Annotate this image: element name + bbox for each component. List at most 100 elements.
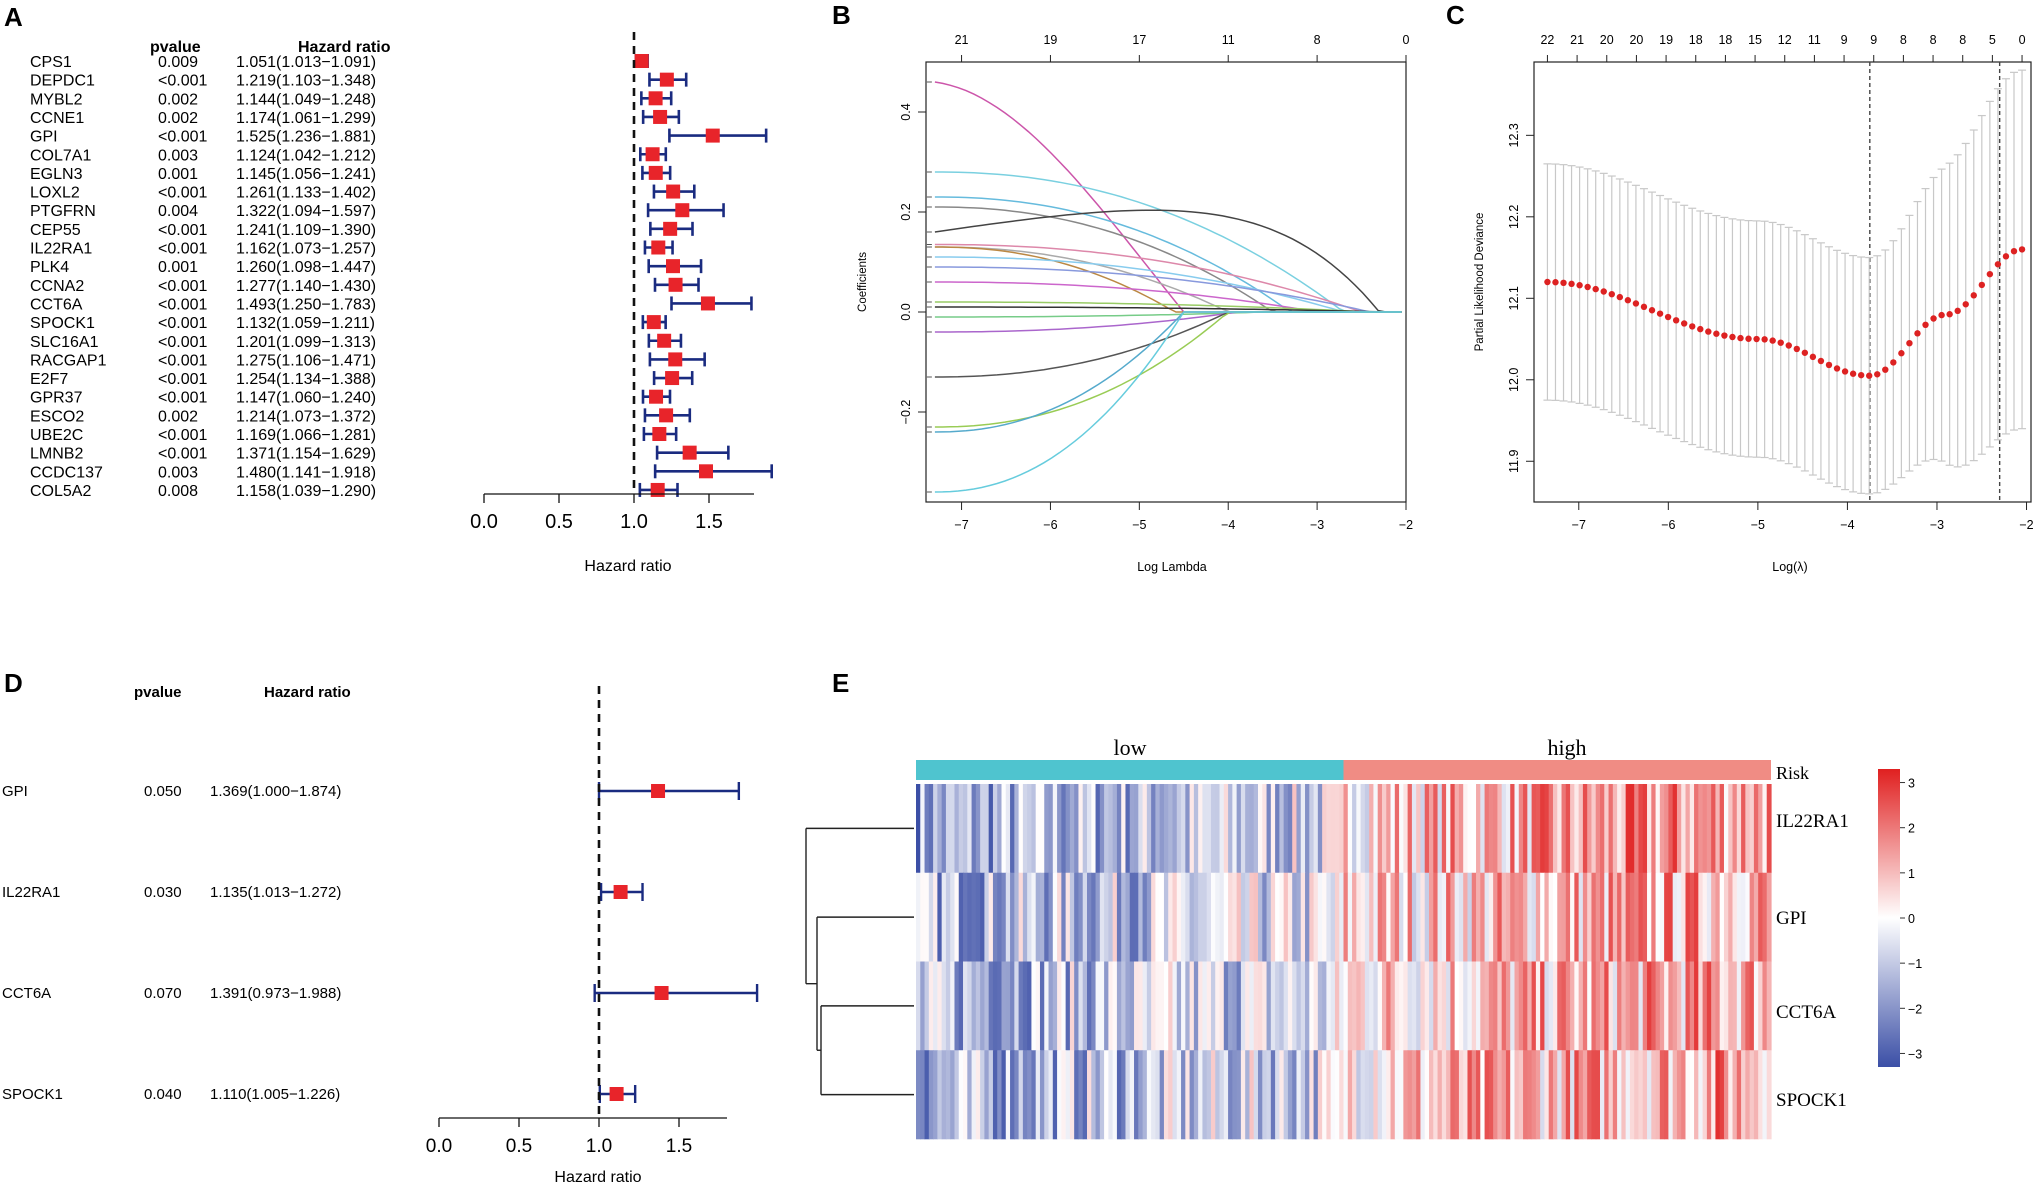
- e-cell-cct6a-144: [1527, 961, 1533, 1051]
- e-cell-cct6a-195: [1745, 961, 1751, 1051]
- e-cell-gpi-100: [1339, 872, 1345, 962]
- e-cell-gpi-2: [920, 872, 926, 962]
- e-cell-gpi-70: [1210, 872, 1216, 962]
- e-cell-cct6a-130: [1467, 961, 1473, 1051]
- e-cell-gpi-1: [916, 872, 921, 962]
- a-hr-mybl2: 1.144(1.049−1.248): [236, 91, 376, 108]
- e-cell-spock1-33: [1052, 1050, 1058, 1140]
- e-cell-cct6a-196: [1749, 961, 1755, 1051]
- e-cell-cct6a-26: [1022, 961, 1028, 1051]
- e-cell-cct6a-31: [1044, 961, 1050, 1051]
- e-cell-il22ra1-171: [1642, 784, 1648, 874]
- e-cell-cct6a-145: [1531, 961, 1537, 1051]
- e-cell-il22ra1-138: [1501, 784, 1507, 874]
- e-cell-cct6a-53: [1138, 961, 1144, 1051]
- a-point-il22ra1: [651, 240, 666, 255]
- b-coefficient-path-9: [934, 256, 1402, 313]
- e-cell-cct6a-1: [916, 961, 921, 1051]
- e-cell-spock1-172: [1647, 1050, 1652, 1140]
- b-x-tick-label-5: −5: [1132, 518, 1146, 532]
- e-cell-il22ra1-159: [1591, 784, 1597, 874]
- e-cell-il22ra1-175: [1659, 784, 1665, 874]
- e-cell-cct6a-8: [945, 961, 951, 1051]
- e-cell-il22ra1-148: [1544, 784, 1550, 874]
- e-cell-spock1-100: [1339, 1050, 1345, 1140]
- e-cell-il22ra1-117: [1411, 784, 1417, 874]
- a-gene-plk4: PLK4: [30, 259, 69, 276]
- e-cell-spock1-183: [1694, 1050, 1699, 1140]
- e-cell-il22ra1-189: [1719, 784, 1725, 874]
- e-cell-cct6a-183: [1694, 961, 1699, 1051]
- a-hr-cps1: 1.051(1.013−1.091): [236, 54, 376, 71]
- e-cell-spock1-71: [1215, 1050, 1221, 1140]
- e-cell-cct6a-164: [1612, 961, 1618, 1051]
- e-cell-gpi-98: [1330, 872, 1336, 962]
- c-deviance-point-30: [1777, 339, 1784, 346]
- a-pvalue-plk4: 0.001: [158, 259, 198, 276]
- e-cell-il22ra1-146: [1535, 784, 1541, 874]
- e-cell-gpi-103: [1352, 872, 1357, 962]
- e-cell-spock1-162: [1604, 1050, 1610, 1140]
- e-cell-spock1-79: [1249, 1050, 1255, 1140]
- e-cell-gpi-147: [1540, 872, 1546, 962]
- e-cell-cct6a-106: [1364, 961, 1370, 1051]
- e-cell-il22ra1-22: [1005, 784, 1011, 874]
- b-top-tick-label-0: 0: [1403, 33, 1410, 47]
- e-cell-gpi-181: [1685, 872, 1691, 962]
- e-cell-spock1-187: [1711, 1050, 1717, 1140]
- c-deviance-point-24: [1729, 333, 1736, 341]
- e-cell-cct6a-50: [1125, 961, 1131, 1051]
- e-cell-il22ra1-169: [1634, 784, 1640, 874]
- c-top-tick-label-16: 5: [1989, 33, 1996, 47]
- e-cell-gpi-187: [1711, 872, 1717, 962]
- e-cell-cct6a-171: [1642, 961, 1648, 1051]
- e-cell-spock1-122: [1433, 1050, 1439, 1140]
- a-gene-cps1: CPS1: [30, 54, 72, 71]
- e-cell-il22ra1-113: [1394, 784, 1400, 874]
- e-cell-spock1-31: [1044, 1050, 1050, 1140]
- a-gene-lmnb2: LMNB2: [30, 446, 83, 463]
- e-legend-tick-label-m2: −2: [1908, 1002, 1922, 1016]
- e-cell-cct6a-186: [1706, 961, 1712, 1051]
- e-cell-cct6a-42: [1091, 961, 1097, 1051]
- c-deviance-point-53: [1962, 301, 1969, 308]
- a-point-col7a1: [645, 147, 660, 162]
- e-cell-cct6a-139: [1505, 961, 1511, 1051]
- e-cell-il22ra1-118: [1416, 784, 1422, 874]
- e-cell-il22ra1-10: [954, 784, 960, 874]
- e-cell-il22ra1-123: [1437, 784, 1443, 874]
- c-y-axis-label: Partial Likelihood Deviance: [1474, 213, 1486, 352]
- e-cell-gpi-110: [1381, 872, 1387, 962]
- e-cell-il22ra1-164: [1612, 784, 1618, 874]
- e-cell-il22ra1-86: [1279, 784, 1285, 874]
- e-cell-il22ra1-184: [1698, 784, 1704, 874]
- e-cell-il22ra1-124: [1441, 784, 1447, 874]
- d-hr-cct6a: 1.391(0.973−1.988): [210, 985, 341, 1002]
- e-cell-gpi-148: [1544, 872, 1550, 962]
- e-cell-spock1-124: [1441, 1050, 1447, 1140]
- e-cell-il22ra1-25: [1018, 784, 1024, 874]
- e-cell-spock1-20: [997, 1050, 1003, 1140]
- e-cell-spock1-53: [1138, 1050, 1144, 1140]
- e-cell-il22ra1-59: [1163, 784, 1169, 874]
- e-cell-gpi-132: [1476, 872, 1481, 962]
- e-cell-il22ra1-69: [1206, 784, 1212, 874]
- e-cell-cct6a-60: [1168, 961, 1174, 1051]
- a-gene-spock1: SPOCK1: [30, 315, 95, 332]
- e-cell-il22ra1-31: [1044, 784, 1050, 874]
- e-cell-il22ra1-112: [1390, 784, 1396, 874]
- c-deviance-point-49: [1930, 315, 1937, 322]
- e-cell-il22ra1-168: [1629, 784, 1635, 874]
- e-cell-spock1-78: [1245, 1050, 1251, 1140]
- e-cell-spock1-84: [1270, 1050, 1276, 1140]
- e-cell-spock1-160: [1595, 1050, 1601, 1140]
- a-point-egln3: [648, 165, 663, 180]
- e-cell-gpi-24: [1014, 872, 1020, 962]
- e-cell-il22ra1-136: [1493, 784, 1499, 874]
- e-cell-il22ra1-8: [945, 784, 951, 874]
- e-cell-gpi-54: [1142, 872, 1148, 962]
- e-cell-il22ra1-76: [1236, 784, 1242, 874]
- e-cell-gpi-183: [1694, 872, 1699, 962]
- e-cell-il22ra1-43: [1095, 784, 1101, 874]
